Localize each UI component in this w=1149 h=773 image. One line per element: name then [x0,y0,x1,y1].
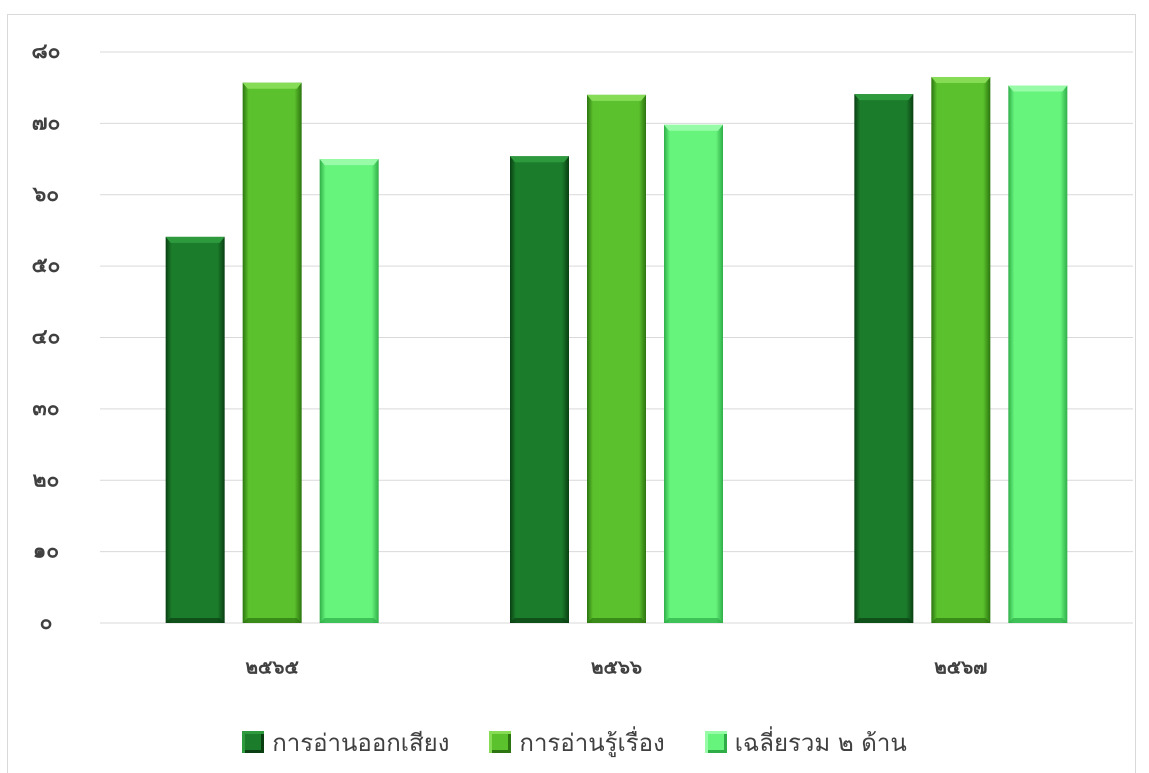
bar-body [931,76,991,623]
x-axis-category-labels: ๒๕๖๕ ๒๕๖๖ ๒๕๖๗ [245,657,987,679]
bar-chart: ๐ ๑๐ ๒๐ ๓๐ ๔๐ ๕๐ ๖๐ ๗๐ ๘๐ ๒๕๖๕ ๒๕๖๖ ๒๕๖๗ [31,39,1133,679]
y-tick-label: ๓๐ [32,396,59,420]
bar-series-3-cat-2 [664,124,723,624]
y-tick-label: ๒๐ [33,467,60,491]
bar-bottom-bevel [854,618,914,623]
legend-marker-average [704,731,727,753]
bar-bottom-bevel [165,618,225,623]
bar-top-bevel [664,124,723,131]
y-axis-tick-labels: ๐ ๑๐ ๒๐ ๓๐ ๔๐ ๕๐ ๖๐ ๗๐ ๘๐ [31,39,60,634]
y-tick-label: ๗๐ [32,110,61,134]
bar-top-bevel [854,94,914,101]
bar-bottom-bevel [242,618,302,623]
legend-label-average: เฉลี่ยรวม ๒ ด้าน [734,728,907,757]
bar-top-bevel [931,76,991,83]
bar-body [242,82,302,623]
bar-body [587,94,646,623]
bar-series-2-cat-1 [242,82,302,623]
bar-top-bevel [319,159,379,166]
legend-marker-reading-aloud [242,731,265,753]
legend: การอ่านออกเสียง การอ่านรู้เรื่อง เฉลี่ยร… [0,722,1149,762]
y-tick-label: ๘๐ [31,39,60,63]
legend-label-reading-comprehension: การอ่านรู้เรื่อง [519,728,665,757]
bar-body [165,236,225,623]
legend-item-reading-comprehension: การอ่านรู้เรื่อง [489,723,665,762]
bar-body [664,124,723,624]
bar-series-2-cat-2 [587,94,646,623]
bar-top-bevel [587,94,646,101]
bar-bottom-bevel [510,618,569,623]
x-category-label: ๒๕๖๗ [934,657,987,679]
bar-top-bevel [165,236,225,243]
x-category-label: ๒๕๖๖ [591,657,642,679]
bar-body [854,94,914,623]
legend-marker-reading-comprehension [489,731,512,753]
bars [165,76,1068,624]
bar-top-bevel [242,82,302,89]
bar-body [510,156,569,623]
y-tick-label: ๕๐ [32,253,61,277]
bar-bottom-bevel [1008,618,1068,623]
bar-top-bevel [510,156,569,163]
legend-item-average: เฉลี่ยรวม ๒ ด้าน [704,723,907,762]
bar-body [319,159,379,623]
bar-series-3-cat-3 [1008,85,1068,623]
legend-item-reading-aloud: การอ่านออกเสียง [242,723,449,762]
bar-bottom-bevel [931,618,991,623]
x-category-label: ๒๕๖๕ [245,657,298,679]
bar-series-1-cat-3 [854,94,914,623]
bar-series-1-cat-2 [510,156,569,623]
y-tick-label: ๑๐ [33,539,59,563]
bar-bottom-bevel [664,618,723,623]
y-tick-label: ๐ [40,610,53,634]
bar-bottom-bevel [587,618,646,623]
bar-series-2-cat-3 [931,76,991,623]
bar-bottom-bevel [319,618,379,623]
y-tick-label: ๖๐ [32,182,59,206]
bar-body [1008,85,1068,623]
legend-label-reading-aloud: การอ่านออกเสียง [272,728,450,757]
bar-series-3-cat-1 [319,159,379,623]
y-tick-label: ๔๐ [32,325,61,349]
bar-series-1-cat-1 [165,236,225,623]
chart-frame [7,14,1136,773]
bar-top-bevel [1008,85,1068,92]
